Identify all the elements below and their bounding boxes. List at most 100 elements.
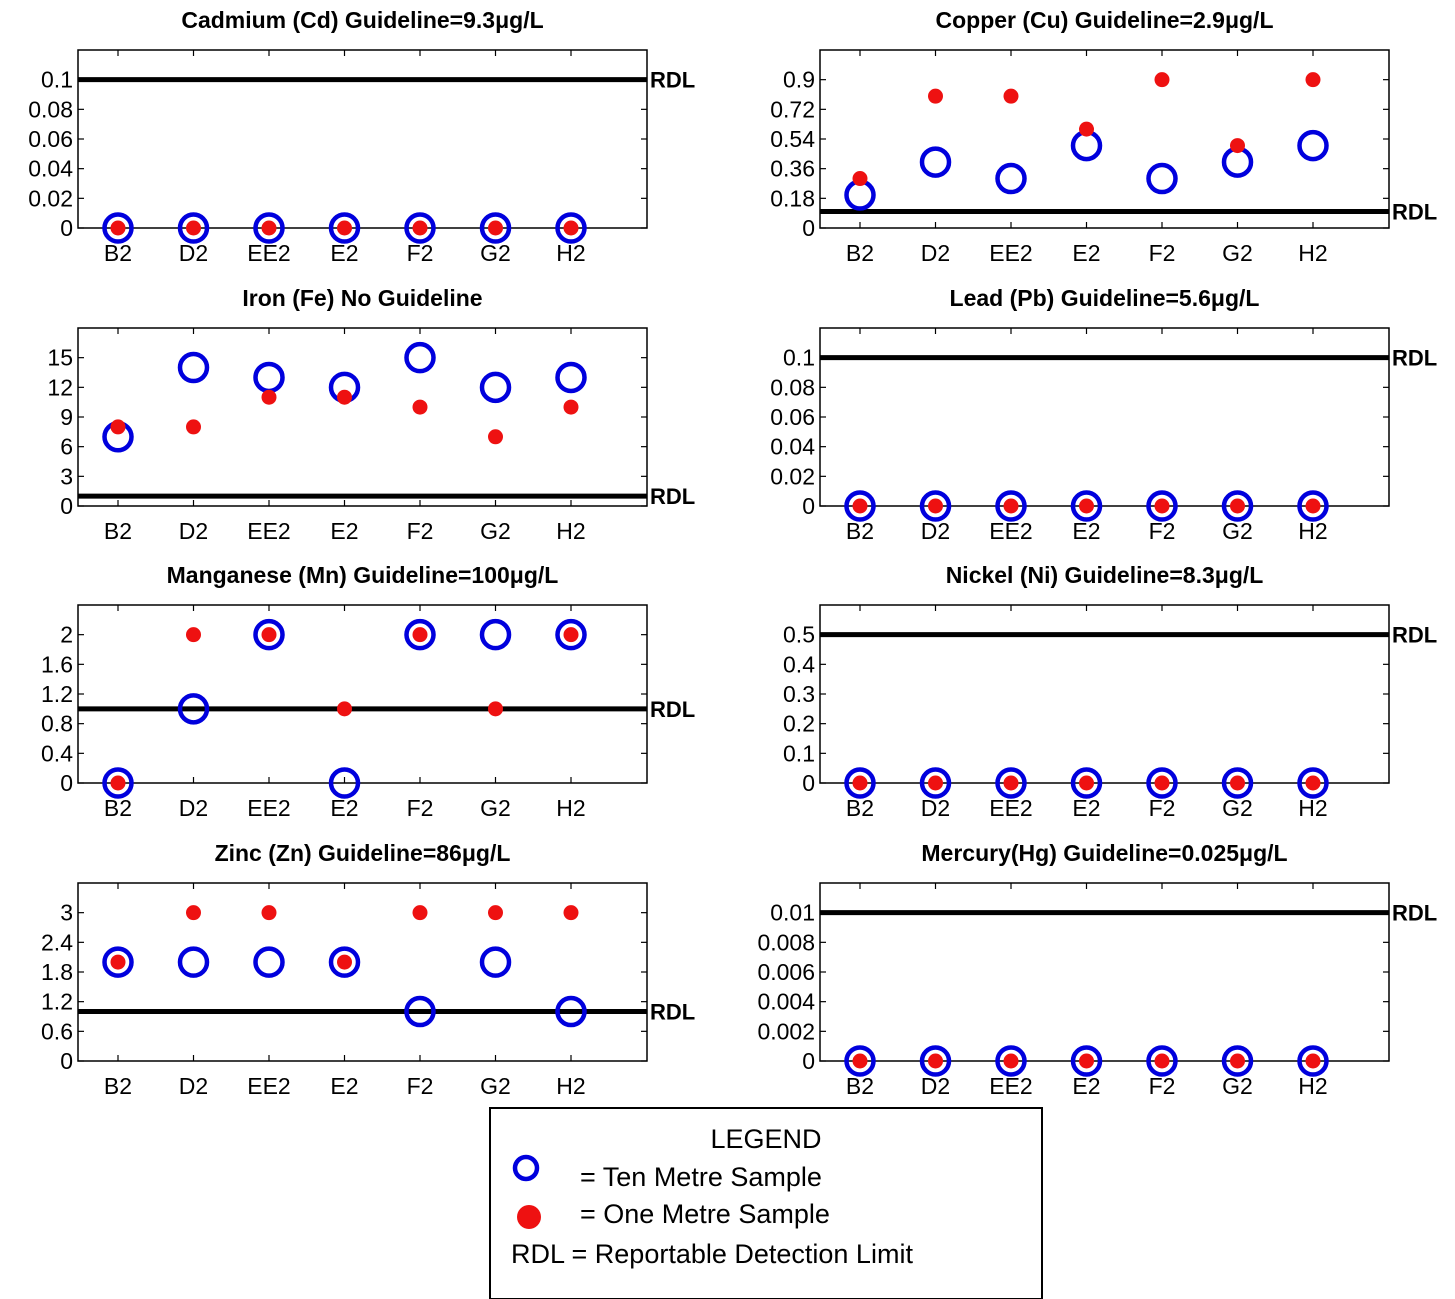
one-metre-point [186, 419, 201, 435]
ten-metre-point [919, 1045, 952, 1077]
x-tick-label: B2 [104, 518, 132, 544]
ten-metre-point [328, 946, 361, 978]
x-tick-label: D2 [921, 795, 950, 821]
one-metre-point [1003, 775, 1019, 791]
one-metre-point [852, 1053, 868, 1069]
plot-frame [819, 327, 1390, 507]
x-tick-label: H2 [1298, 1073, 1327, 1099]
one-metre-point [1305, 1053, 1321, 1069]
rdl-label: RDL [1392, 200, 1437, 225]
chart-title: Iron (Fe) No Guideline [242, 285, 482, 311]
x-tick-label: B2 [104, 240, 132, 266]
ten-metre-point [404, 341, 436, 374]
x-tick-label: H2 [1298, 795, 1327, 821]
x-tick-label: D2 [179, 518, 208, 544]
x-tick-label: E2 [330, 795, 358, 821]
ten-metre-point [177, 693, 210, 725]
x-tick-label: B2 [104, 1073, 132, 1099]
x-tick-label: EE2 [989, 518, 1032, 544]
ten-metre-point [328, 212, 361, 244]
ten-metre-point [919, 767, 952, 799]
one-metre-point [1230, 138, 1245, 154]
one-metre-point [261, 220, 277, 236]
y-tick-label: 0.02 [770, 463, 815, 489]
one-metre-point [1079, 121, 1094, 137]
y-tick-label: 12 [47, 374, 73, 400]
one-metre-point [186, 220, 201, 236]
plot-frame [77, 327, 648, 507]
x-tick-label: F2 [407, 795, 434, 821]
chart-title: Zinc (Zn) Guideline=86μg/L [215, 840, 511, 866]
y-tick-label: 0 [60, 493, 73, 519]
x-tick-label: H2 [1298, 240, 1327, 266]
plot-frame [819, 882, 1390, 1062]
one-metre-point [1079, 498, 1094, 514]
ten-metre-point [1221, 767, 1254, 799]
x-tick-label: F2 [407, 240, 434, 266]
y-tick-label: 0.008 [757, 929, 815, 955]
y-tick-label: 1.6 [41, 651, 73, 677]
x-tick-label: F2 [1149, 795, 1176, 821]
y-tick-label: 0 [60, 770, 73, 796]
one-metre-point [186, 627, 201, 643]
one-metre-point [488, 701, 503, 717]
ten-metre-point [253, 618, 285, 651]
one-metre-point [337, 701, 352, 717]
ten-metre-point [404, 995, 436, 1028]
ten-metre-point [479, 371, 512, 404]
x-tick-label: H2 [1298, 518, 1327, 544]
y-tick-label: 0.6 [41, 1018, 73, 1044]
one-metre-point [261, 389, 277, 405]
x-tick-label: G2 [480, 795, 511, 821]
ten-metre-point [1297, 1045, 1329, 1077]
chart-panel-6: Nickel (Ni) Guideline=8.3μg/L 0 0.1 0.2 0.3 0… [783, 562, 1437, 821]
chart-panel-2: Copper (Cu) Guideline=2.9μg/L 0 0.18 0.36 0.… [770, 7, 1437, 266]
x-tick-label: D2 [921, 518, 950, 544]
y-tick-label: 0.8 [41, 711, 73, 737]
ten-metre-point [1070, 490, 1103, 522]
ten-metre-point [1146, 1045, 1178, 1077]
y-tick-label: 0.2 [783, 711, 815, 737]
one-metre-point [1003, 498, 1019, 514]
y-tick-label: 0 [802, 493, 815, 519]
panels: Cadmium (Cd) Guideline=9.3μg/L 0 0.02 0.04 0… [28, 7, 1437, 1099]
legend-ten-label: = Ten Metre Sample [580, 1162, 822, 1192]
one-metre-point [563, 399, 579, 415]
y-tick-label: 0.004 [757, 989, 815, 1015]
chart-panel-8: Mercury(Hg) Guideline=0.025μg/L 0 0.002 0.0… [757, 840, 1437, 1099]
one-metre-point [488, 905, 503, 921]
x-tick-label: D2 [179, 1073, 208, 1099]
x-tick-label: E2 [1072, 518, 1100, 544]
ten-metre-point [253, 212, 285, 244]
x-tick-label: EE2 [989, 1073, 1032, 1099]
one-metre-point [928, 775, 943, 791]
y-tick-label: 0.4 [783, 651, 815, 677]
rdl-label: RDL [650, 697, 695, 722]
ten-metre-point [995, 767, 1027, 799]
rdl-label: RDL [1392, 901, 1437, 926]
x-tick-label: B2 [846, 1073, 874, 1099]
chart-title: Nickel (Ni) Guideline=8.3μg/L [946, 562, 1264, 588]
x-tick-label: F2 [407, 1073, 434, 1099]
ten-metre-point [102, 767, 134, 799]
one-metre-point [1154, 1053, 1170, 1069]
y-tick-label: 0.4 [41, 740, 73, 766]
ten-metre-point [995, 162, 1027, 195]
ten-metre-point [177, 946, 210, 978]
y-tick-label: 0.1 [783, 345, 815, 371]
y-tick-label: 0 [60, 215, 73, 241]
ten-metre-point [844, 1045, 876, 1077]
x-tick-label: EE2 [247, 240, 290, 266]
one-metre-point [1305, 72, 1321, 88]
x-tick-label: H2 [556, 518, 585, 544]
one-metre-point [337, 389, 352, 405]
one-metre-point [1079, 1053, 1094, 1069]
one-metre-point [1154, 775, 1170, 791]
y-tick-label: 0.02 [28, 185, 73, 211]
ten-metre-point [102, 212, 134, 244]
x-tick-label: F2 [1149, 1073, 1176, 1099]
y-tick-label: 1.2 [41, 989, 73, 1015]
y-tick-label: 1.2 [41, 681, 73, 707]
one-metre-point [110, 775, 126, 791]
one-metre-point [1230, 1053, 1245, 1069]
